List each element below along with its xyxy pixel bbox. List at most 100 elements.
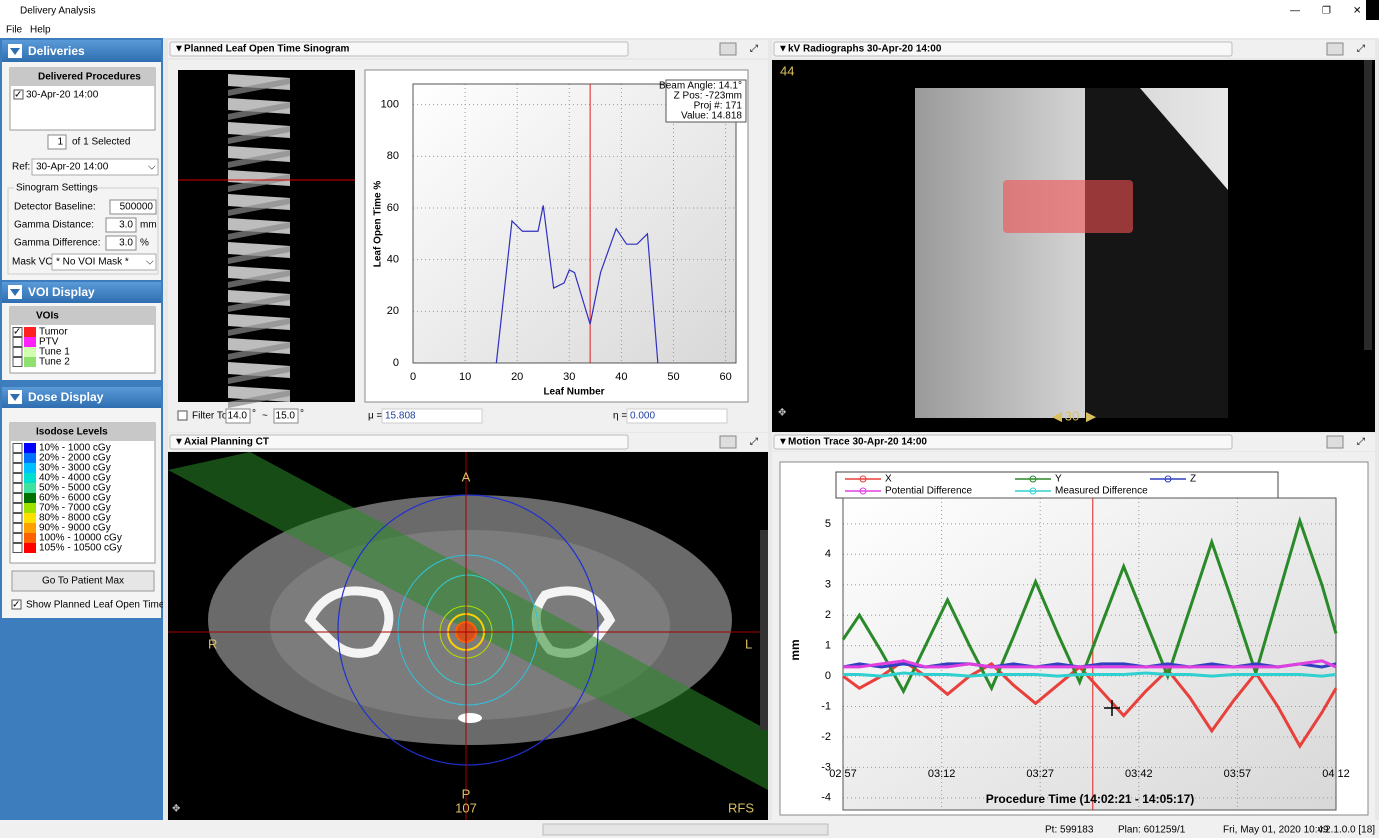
info-box [665,79,747,123]
expand-button[interactable]: ⤢ [750,44,758,55]
checkbox[interactable] [12,347,23,357]
collapse-arrow [10,48,20,55]
input[interactable] [109,199,157,215]
count: 1 [57,137,63,148]
checkbox[interactable] [12,473,23,483]
checkbox[interactable] [12,503,23,513]
checkbox[interactable] [12,533,23,543]
button[interactable] [11,570,155,592]
x-tick-label: 03:57 [1224,768,1252,780]
setting-label: Detector Baseline: [14,202,96,213]
y-tick-label: 3 [825,579,831,591]
collapse-arrow [10,394,20,401]
checkbox[interactable] [12,463,23,473]
menu-help[interactable]: Help [30,25,51,36]
dropdown-arrow: ⌵ [146,257,154,268]
y-tick-label: 60 [387,202,399,214]
dropdown-arrow: ⌵ [148,162,156,173]
prev[interactable]: ◀ [1052,408,1062,423]
filter-from: 14.0 [228,411,248,422]
menu-file[interactable]: File [6,25,23,36]
print-button[interactable] [1326,435,1344,449]
voi-name: Tune 2 [39,357,70,368]
isodose-label: 100% - 10000 cGy [39,533,122,544]
panel-arrow: ▼ [174,437,184,448]
checkbox[interactable] [11,599,22,610]
panel-arrow: ▼ [778,44,788,55]
expand-button[interactable]: ⤢ [750,437,758,448]
corner [1366,0,1379,20]
unit: ° [252,409,256,420]
panel-title: Planned Leaf Open Time Sinogram [184,44,350,55]
section-title: Deliveries [28,44,85,58]
ct-orientation: RFS [728,800,754,815]
checkbox[interactable] [12,443,23,453]
ref-value: 30-Apr-20 14:00 [36,162,109,173]
motion-chart: 02:57 03:12 03:27 03:42 03:57 04:12-4-3-2-101… [788,474,1350,811]
x-tick-label: 50 [667,371,679,383]
checkbox[interactable] [12,327,23,337]
legend-marker [1029,475,1037,483]
checkbox[interactable] [12,483,23,493]
restore[interactable]: ❐ [1322,6,1331,17]
mask-dropdown[interactable] [51,253,157,271]
setting-label: Gamma Difference: [14,238,101,249]
checkbox[interactable] [13,89,24,100]
stat-label: μ = [368,411,383,422]
expand-button[interactable]: ⤢ [1357,437,1365,448]
list-title: Isodose Levels [36,427,108,438]
input[interactable] [105,235,137,251]
ct-orient-p: P [462,786,471,801]
checkbox[interactable] [12,493,23,503]
input[interactable] [273,408,299,424]
checkbox[interactable] [12,453,23,463]
pan-icon[interactable]: ✥ [172,804,180,815]
next[interactable]: ▶ [1086,408,1096,423]
ref-dropdown[interactable] [31,158,159,176]
checkbox[interactable] [12,513,23,523]
isodose-label: 20% - 2000 cGy [39,453,111,464]
y-axis-title: mm [788,639,802,660]
pan-icon[interactable]: ✥ [778,408,786,419]
panel-tab[interactable] [169,434,629,450]
y-tick-label: 1 [825,640,831,652]
isodose-label: 40% - 4000 cGy [39,473,111,484]
checkbox[interactable] [12,543,23,553]
panel-tab[interactable] [169,41,629,57]
checkbox[interactable] [12,357,23,367]
input[interactable] [225,408,251,424]
close[interactable]: ✕ [1353,6,1361,17]
list-header [10,423,155,441]
count-field[interactable] [47,134,67,150]
list-title: Delivered Procedures [38,72,141,83]
input[interactable] [105,217,137,233]
checkbox[interactable] [177,410,188,421]
x-tick-label: 03:12 [928,768,956,780]
section-header[interactable] [2,387,161,408]
expand-button[interactable]: ⤢ [1357,44,1365,55]
setting-value: 500000 [120,202,154,213]
sinogram-band [228,174,290,192]
minimize[interactable]: — [1290,6,1300,17]
list-header [10,307,155,325]
panel-tab[interactable] [773,41,1233,57]
checkbox[interactable] [12,523,23,533]
list-item[interactable]: 30-Apr-20 14:00 [26,90,99,101]
isodose-color [24,513,36,523]
section-header[interactable] [2,40,161,62]
status-date: Fri, May 01, 2020 10:49 [1223,825,1329,836]
print-button[interactable] [1326,42,1344,56]
panel-title: kV Radiographs 30-Apr-20 14:00 [788,44,942,55]
info-line: Beam Angle: 14.1° [659,81,742,92]
panel-tab[interactable] [773,434,1233,450]
y-tick-label: -1 [821,700,831,712]
legend-label: Y [1055,474,1062,485]
checkbox[interactable] [12,337,23,347]
x-tick-label: 0 [410,371,416,383]
ct-contour [337,494,599,766]
ct-bone [458,713,482,723]
print-button[interactable] [719,42,737,56]
section-header[interactable] [2,282,161,303]
y-tick-label: 5 [825,518,831,530]
print-button[interactable] [719,435,737,449]
